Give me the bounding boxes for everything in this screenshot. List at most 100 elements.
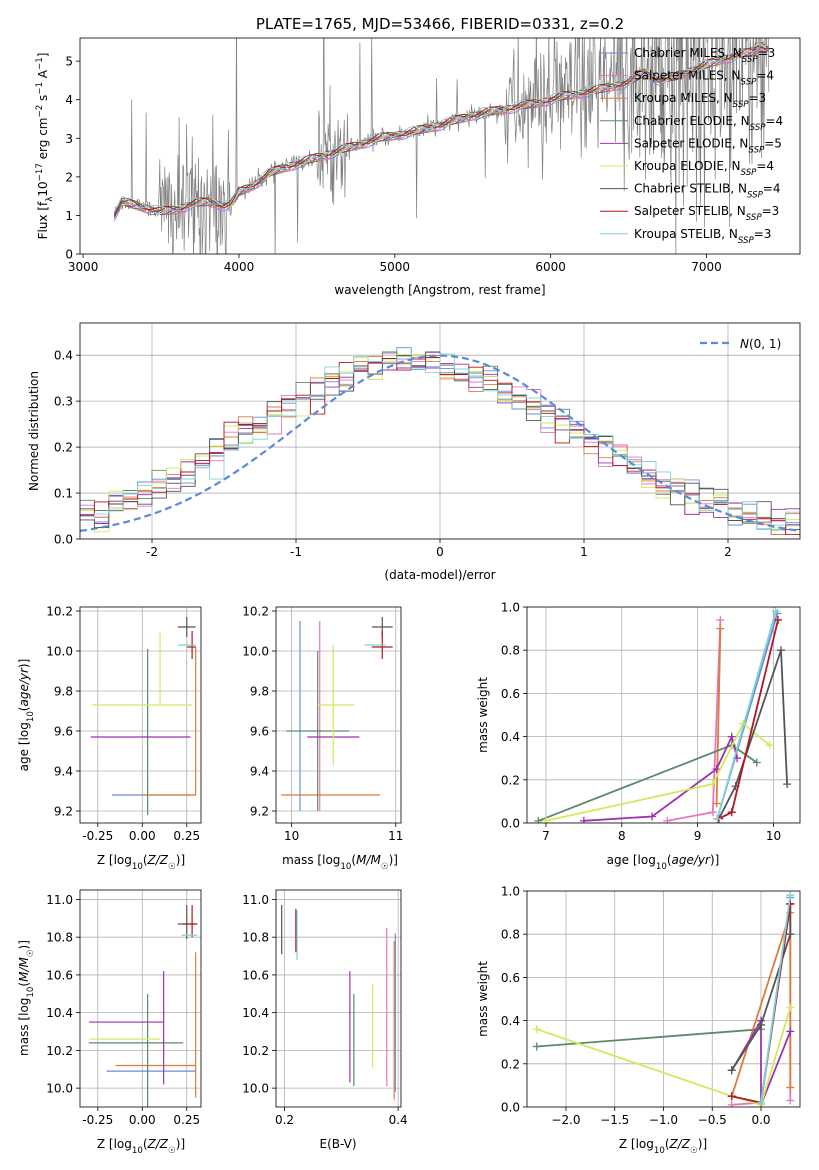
series-marker (716, 624, 725, 633)
plot-area (80, 323, 800, 539)
y-tick-label: 0.4 (501, 730, 520, 744)
y-tick-label: 9.2 (250, 805, 269, 819)
y-tick-label: 0.2 (501, 773, 520, 787)
y-tick-label: 0.6 (501, 971, 520, 985)
legend-label: Salpeter ELODIE, NSSP=5 (634, 136, 782, 155)
y-tick-label: 11.0 (46, 893, 73, 907)
axes-age-vs-Z: -0.25 0.00 0.25 9.2 9.4 9.6 9.8 10.0 10.2 (46, 605, 202, 843)
plot-area (80, 890, 201, 1107)
legend-label: Salpeter STELIB, NSSP=3 (634, 204, 779, 223)
axes-spectrum: 3000 4000 5000 6000 7000 0 1 2 3 4 5 (65, 37, 801, 274)
x-tick-label: −0.5 (698, 1113, 727, 1127)
y-tick-label: 0.0 (501, 817, 520, 831)
x-axis-label: wavelength [Angstrom, rest frame] (334, 283, 545, 297)
y-tick-label: 0.2 (501, 1057, 520, 1071)
y-tick-label: 0 (65, 248, 73, 262)
series-line (545, 722, 771, 822)
axes-weight-vs-Z: −2.0 −1.5 −1.0 −0.5 0.0 0.0 0.2 0.4 0.6 0.8 1.0 (501, 885, 801, 1127)
series-marker (648, 812, 657, 821)
y-tick-label: 9.6 (250, 725, 269, 739)
y-tick-label: 0.2 (54, 441, 73, 455)
y-tick-label: 10.0 (46, 645, 73, 659)
y-tick-label: 10.2 (242, 1044, 269, 1058)
x-tick-label: 0 (436, 545, 444, 559)
series-marker (786, 891, 795, 900)
legend-label: Chabrier MILES, NSSP=3 (634, 46, 775, 65)
x-tick-label: 0.25 (173, 1113, 200, 1127)
x-tick-label: 10 (766, 829, 781, 843)
x-tick-label: -0.25 (82, 1113, 113, 1127)
y-tick-label: 0.0 (501, 1101, 520, 1115)
series-marker (783, 780, 792, 789)
series-line (536, 1007, 792, 1106)
series-marker (708, 808, 717, 817)
y-tick-label: 10.4 (46, 1006, 73, 1020)
y-tick-label: 1.0 (501, 601, 520, 615)
model-fit-line (113, 44, 769, 213)
x-tick-label: 2 (724, 545, 732, 559)
y-axis-label: mass [log10(M/M☉)] (17, 940, 36, 1056)
legend-label: Kroupa STELIB, NSSP=3 (634, 227, 771, 246)
y-tick-label: 10.4 (242, 1006, 269, 1020)
series-marker (727, 1100, 736, 1107)
series-line (731, 904, 792, 1071)
y-tick-label: 10.2 (242, 605, 269, 619)
series-marker (727, 1066, 736, 1075)
series-marker (532, 1025, 541, 1034)
y-tick-label: 10.8 (46, 931, 73, 945)
x-axis-label: mass [log10(M/M☉)] (282, 853, 398, 872)
x-tick-label: 6000 (535, 260, 566, 274)
x-axis-label: E(B-V) (319, 1137, 356, 1151)
series-marker (757, 1020, 765, 1029)
series-marker (727, 808, 736, 817)
y-tick-label: 2 (65, 170, 73, 184)
axes-frame (526, 606, 801, 824)
x-tick-label: -2 (146, 545, 158, 559)
series-marker (708, 780, 717, 789)
x-tick-label: −2.0 (551, 1113, 580, 1127)
series-marker (786, 1027, 795, 1036)
series-marker (774, 615, 783, 624)
plot-area (527, 607, 800, 823)
series-marker (786, 1096, 795, 1105)
axes-age-vs-mass: 10 11 9.2 9.4 9.6 9.8 10.0 10.2 (242, 605, 403, 844)
histogram-step (80, 353, 800, 530)
axes-mass-vs-Z: -0.25 0.00 0.25 10.0 10.2 10.4 10.6 10.8 11.0 (46, 889, 202, 1127)
series-marker (786, 930, 795, 939)
series-marker (713, 814, 722, 823)
series-line (731, 1017, 792, 1106)
x-tick-label: 0.00 (129, 1113, 156, 1127)
y-tick-label: 4 (65, 93, 73, 107)
series-marker (786, 1083, 795, 1092)
legend-label: N(0, 1) (740, 337, 781, 351)
axes-weight-vs-age: 7 8 9 10 0.0 0.2 0.4 0.6 0.8 1.0 (501, 601, 801, 843)
x-tick-label: 8 (618, 829, 626, 843)
axes-frame (275, 606, 402, 824)
y-tick-label: 10.6 (242, 968, 269, 982)
series-marker (716, 615, 725, 624)
series-line (760, 895, 792, 1103)
x-tick-label: -0.25 (82, 829, 113, 843)
y-tick-label: 0.3 (54, 395, 73, 409)
x-tick-label: 5000 (380, 260, 411, 274)
series-marker (534, 816, 543, 823)
y-tick-label: 1 (65, 209, 73, 223)
x-tick-label: 11 (388, 829, 403, 843)
y-tick-label: 11.0 (242, 893, 269, 907)
x-tick-label: 7000 (691, 260, 722, 274)
x-tick-label: 3000 (68, 260, 99, 274)
y-tick-label: 10.0 (46, 1082, 73, 1096)
y-tick-label: 0.4 (54, 349, 73, 363)
y-tick-label: 0.4 (501, 1014, 520, 1028)
x-axis-label: (data-model)/error (384, 568, 495, 582)
series-marker (765, 741, 774, 750)
plot-area (527, 891, 800, 1107)
model-fit-line (113, 49, 769, 222)
x-tick-label: -1 (290, 545, 302, 559)
series-line (718, 649, 788, 820)
y-tick-label: 9.8 (54, 685, 73, 699)
axes-residuals: -2 -1 0 1 2 0.0 0.1 0.2 0.3 0.4 (54, 322, 801, 559)
series-marker (771, 607, 780, 616)
x-tick-label: 0.2 (275, 1113, 294, 1127)
